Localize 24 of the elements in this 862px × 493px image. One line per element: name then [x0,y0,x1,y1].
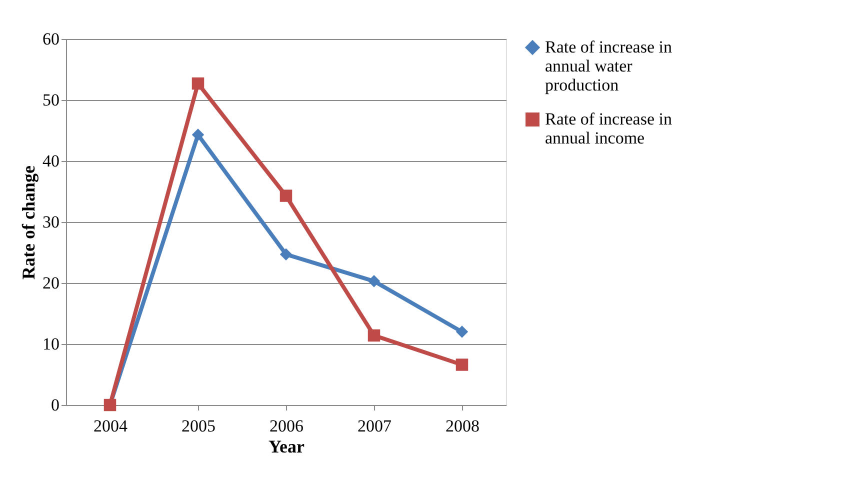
y-tick-label: 0 [51,396,60,414]
point [192,77,204,90]
y-tick-label: 40 [42,152,60,170]
x-tick-label: 2008 [446,416,480,436]
y-tick-label: 50 [42,90,60,110]
y-tick-label: 60 [42,30,60,48]
x-tick-label: 2006 [270,416,304,436]
y-axis-title: Rate of change [18,166,38,280]
point [280,248,292,260]
x-tick-label: 2007 [358,416,392,436]
x-tick-label: 2005 [182,416,216,436]
y-tick-label: 30 [42,212,60,232]
point [192,128,204,141]
y-tick-label: 20 [42,274,60,292]
y-tick-label: 10 [42,334,60,354]
point [368,329,380,342]
point [456,326,468,338]
x-axis-title: Year [268,436,304,456]
legend-label: Rate of increase in annual water production [545,38,672,94]
point [368,275,380,288]
point [280,190,292,202]
point [456,358,468,371]
x-tick-label: 2004 [94,416,128,436]
legend-label: Rate of increase in annual income [545,110,672,148]
